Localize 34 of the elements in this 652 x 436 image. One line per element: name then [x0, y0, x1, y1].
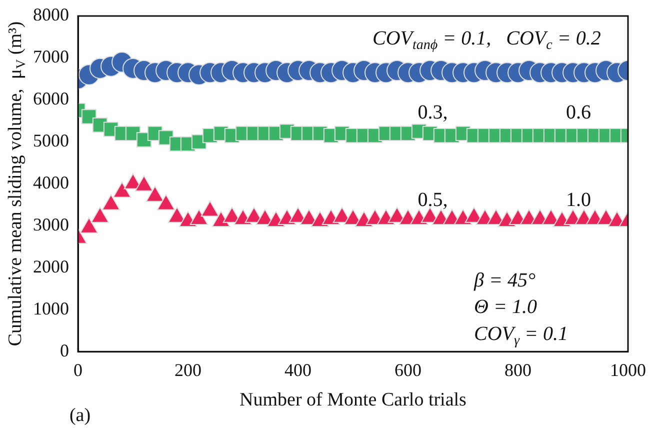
point	[146, 186, 164, 202]
point	[90, 206, 110, 223]
point	[80, 217, 98, 234]
point	[212, 211, 230, 228]
y-tick-label: 0	[60, 340, 69, 360]
y-tick-label: 5000	[33, 130, 69, 151]
point	[190, 208, 208, 225]
annotation: 0.5,	[418, 188, 448, 211]
annotation: Θ = 1.0	[474, 296, 537, 318]
y-tick-label: 1000	[33, 298, 69, 318]
point	[134, 175, 154, 192]
point	[156, 194, 176, 210]
point	[200, 200, 220, 217]
point	[112, 182, 132, 198]
annotation: 0.3,	[418, 102, 448, 124]
x-tick-label: 0	[74, 360, 82, 380]
y-tick-label: 4000	[33, 172, 69, 193]
y-tick-label: 7000	[33, 46, 69, 67]
text: (a)	[69, 404, 91, 426]
x-tick-label: 200	[174, 360, 202, 380]
y-tick-label: 3000	[33, 214, 69, 234]
y-tick-label: 6000	[33, 88, 69, 109]
y-axis-title: Cumulative mean sliding volume, μV (m³)	[4, 21, 28, 346]
annotation: 0.6	[566, 102, 591, 124]
x-tick-label: 800	[504, 360, 532, 380]
point	[102, 194, 120, 210]
y-tick-label: 2000	[33, 256, 69, 276]
x-tick-label: 600	[394, 360, 422, 380]
y-tick-label: 8000	[33, 4, 69, 25]
annotation: β = 45°	[473, 269, 536, 292]
annotation: 1.0	[566, 188, 591, 211]
x-axis-title: Number of Monte Carlo trials	[240, 390, 466, 411]
x-tick-label: 400	[284, 360, 312, 380]
x-tick-label: 1000	[610, 360, 646, 380]
